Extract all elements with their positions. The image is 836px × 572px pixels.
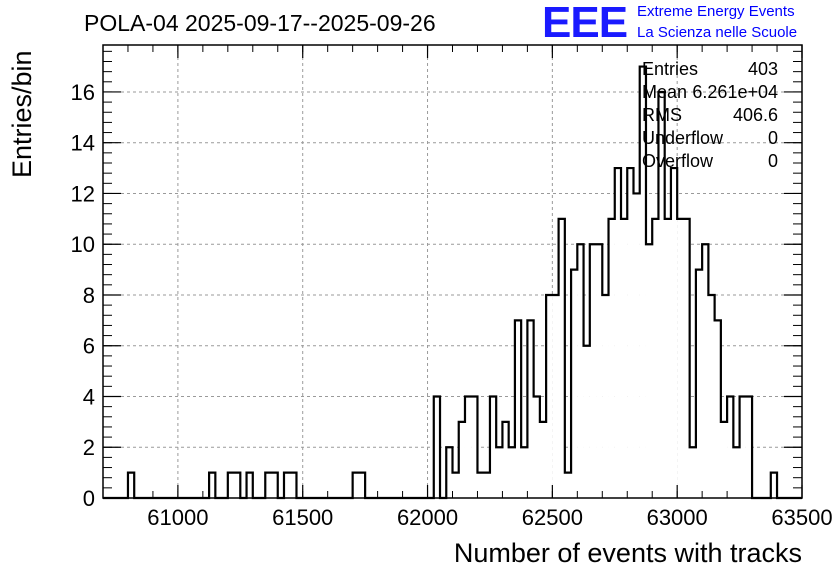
histogram-bar — [614, 168, 622, 498]
histogram-bar — [727, 396, 734, 498]
logo-line-2: La Scienza nelle Scuole — [637, 24, 798, 41]
stat-overflow-label: Overflow — [642, 151, 714, 171]
histogram-bar — [290, 472, 297, 498]
histogram-bar — [502, 421, 509, 498]
stat-entries-label: Entries — [642, 59, 699, 79]
histogram-bar — [489, 396, 497, 498]
histogram-bar — [521, 447, 528, 498]
histogram-bar — [265, 472, 272, 498]
histogram-bar — [552, 294, 559, 498]
grid-lines — [103, 45, 802, 498]
histogram-bar — [583, 345, 590, 498]
histogram-bar — [596, 244, 603, 498]
histogram-bar — [271, 472, 278, 498]
histogram-bar — [234, 472, 241, 498]
stat-rms-value: 406.6 — [732, 105, 778, 125]
histogram-bar — [527, 320, 534, 498]
x-tick-label: 63000 — [647, 505, 708, 530]
histogram-bar — [720, 421, 728, 498]
histogram-bar — [358, 472, 366, 498]
histogram-bar — [577, 244, 584, 498]
histogram-bar — [683, 218, 690, 498]
histogram-bar — [627, 168, 634, 498]
histogram-bar — [714, 320, 721, 498]
histogram-bar — [533, 396, 540, 498]
x-axis-label: Number of events with tracks — [454, 538, 802, 568]
eee-logo-mark: EEE — [542, 0, 628, 47]
logo-line-1: Extreme Energy Events — [637, 3, 795, 20]
histogram-bar — [739, 396, 746, 498]
y-tick-label: 10 — [71, 232, 95, 257]
y-tick-label: 4 — [83, 384, 95, 409]
histogram-bar — [127, 472, 135, 498]
histogram-bar — [539, 421, 547, 498]
histogram-bar — [602, 294, 609, 498]
stat-underflow-value: 0 — [767, 128, 778, 148]
histogram-bar — [452, 472, 459, 498]
histogram-bar — [496, 447, 503, 498]
y-tick-label: 16 — [71, 80, 95, 105]
histogram-bar — [433, 396, 441, 498]
histogram-bar — [558, 218, 565, 498]
histogram-bar — [464, 396, 472, 498]
histogram-bar — [283, 472, 291, 498]
histogram-bar — [589, 244, 597, 498]
y-tick-label: 2 — [83, 435, 95, 460]
histogram-bar — [770, 472, 778, 498]
y-axis-label: Entries/bin — [7, 50, 37, 178]
histogram-bar — [639, 66, 646, 499]
stat-rms-label: RMS — [642, 105, 682, 125]
x-tick-label: 63500 — [771, 505, 832, 530]
x-tick-label: 62500 — [522, 505, 583, 530]
chart-title: POLA-04 2025-09-17--2025-09-26 — [84, 10, 436, 36]
histogram-bar — [633, 193, 640, 498]
histogram-bar — [471, 396, 478, 498]
histogram-bar — [458, 421, 465, 498]
histogram-bar — [664, 218, 671, 498]
histogram-bar — [708, 294, 715, 498]
stat-underflow-label: Underflow — [642, 128, 724, 148]
x-tick-label: 61500 — [272, 505, 333, 530]
y-tick-label: 0 — [83, 486, 95, 511]
histogram-bar — [695, 269, 703, 498]
axes: 61000 61500 62000 62500 63000 63500 0 2 4 6 8 10 12 1… — [71, 44, 833, 530]
histogram-bar — [608, 218, 615, 498]
stat-mean-value: 6.261e+04 — [692, 82, 778, 102]
histogram-bar — [645, 244, 653, 498]
y-tick-label: 6 — [83, 334, 95, 359]
stat-overflow-value: 0 — [767, 151, 778, 171]
y-tick-label: 8 — [83, 283, 95, 308]
histogram-bar — [745, 396, 753, 498]
histogram-bar — [689, 447, 696, 498]
histogram-bar — [702, 244, 709, 498]
x-tick-label: 62000 — [397, 505, 458, 530]
histogram-bar — [508, 447, 515, 498]
histogram-bar — [652, 218, 659, 498]
histogram-bar — [677, 218, 684, 498]
histogram-bar — [246, 472, 253, 498]
x-tick-label: 61000 — [147, 505, 208, 530]
histogram-bar — [564, 472, 572, 498]
stat-entries-value: 403 — [747, 59, 778, 79]
histogram-bar — [621, 218, 628, 498]
y-tick-label: 12 — [71, 181, 95, 206]
histogram-bar — [571, 269, 578, 498]
histogram-bar — [352, 472, 359, 498]
y-tick-label: 14 — [71, 131, 95, 156]
histogram-bar — [446, 447, 453, 498]
histogram-bar — [546, 294, 553, 498]
histogram-bar — [733, 447, 740, 498]
histogram-bar — [227, 472, 235, 498]
histogram-bar — [658, 91, 665, 498]
histogram-bar — [514, 320, 522, 498]
stat-mean-label: Mean — [642, 82, 688, 102]
histogram-bar — [477, 472, 484, 498]
histogram-bar — [483, 472, 490, 498]
histogram-bar — [670, 168, 678, 498]
histogram-bar — [209, 472, 216, 498]
